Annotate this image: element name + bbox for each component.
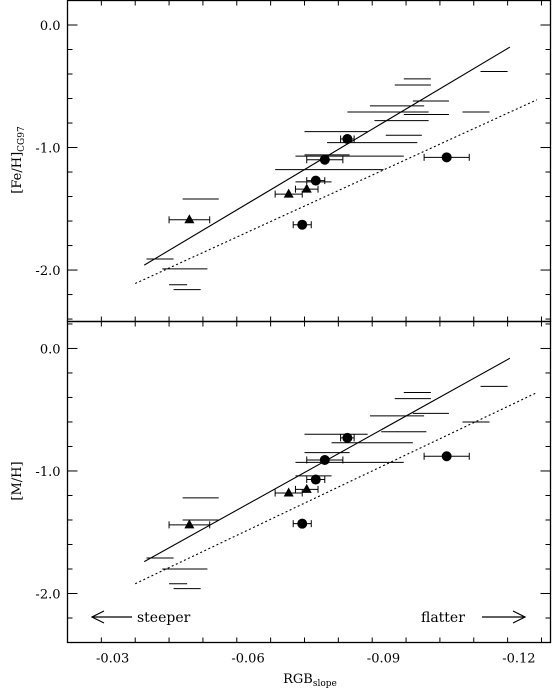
triangle-point <box>184 214 195 224</box>
right-arrow-head <box>512 610 527 624</box>
circle-point <box>441 152 452 163</box>
triangle-point <box>283 487 294 497</box>
dotted-fit-line <box>134 99 538 285</box>
top-panel: 0.0 -1.0 -2.0 <box>35 0 551 322</box>
y-tick-label: -1.0 <box>35 465 60 480</box>
x-tick-label: -0.03 <box>96 652 129 667</box>
triangle-point <box>184 519 195 529</box>
circle-point <box>342 432 353 443</box>
top-panel-frame <box>66 0 552 323</box>
y-tick-label: 0.0 <box>40 342 61 357</box>
circle-point <box>319 154 330 165</box>
circle-point <box>297 518 308 529</box>
flatter-annotation: flatter <box>421 610 527 626</box>
top-y-axis-label: [Fe/H]CG97 <box>10 126 27 194</box>
x-tick-label: -0.09 <box>367 652 400 667</box>
bottom-panel: 0.0 -1.0 -2.0 -0.03 -0.06 -0.09 -0.12 <box>35 321 551 667</box>
triangle-point <box>301 183 312 193</box>
bottom-y-axis-label: [M/H] <box>10 461 25 500</box>
y-tick-label: 0.0 <box>40 19 61 34</box>
circle-point <box>310 175 321 186</box>
triangle-point <box>301 483 312 493</box>
y-tick-label: -1.0 <box>35 142 60 157</box>
bottom-panel-frame <box>66 320 552 644</box>
left-arrow-head <box>90 610 105 624</box>
y-tick-label: -2.0 <box>35 587 60 602</box>
circle-point <box>342 133 353 144</box>
x-tick-label: -0.12 <box>502 652 535 667</box>
circle-point <box>441 451 452 462</box>
triangle-point <box>283 188 294 198</box>
steeper-annotation: steeper <box>90 610 191 626</box>
circle-point <box>319 454 330 465</box>
steeper-label: steeper <box>137 610 191 626</box>
y-tick-label: -2.0 <box>35 264 60 279</box>
flatter-label: flatter <box>421 610 465 626</box>
circle-point <box>310 474 321 485</box>
x-axis-label: RGBslope <box>283 672 337 689</box>
circle-point <box>297 219 308 230</box>
dotted-fit-line <box>134 392 538 585</box>
x-tick-label: -0.06 <box>231 652 264 667</box>
